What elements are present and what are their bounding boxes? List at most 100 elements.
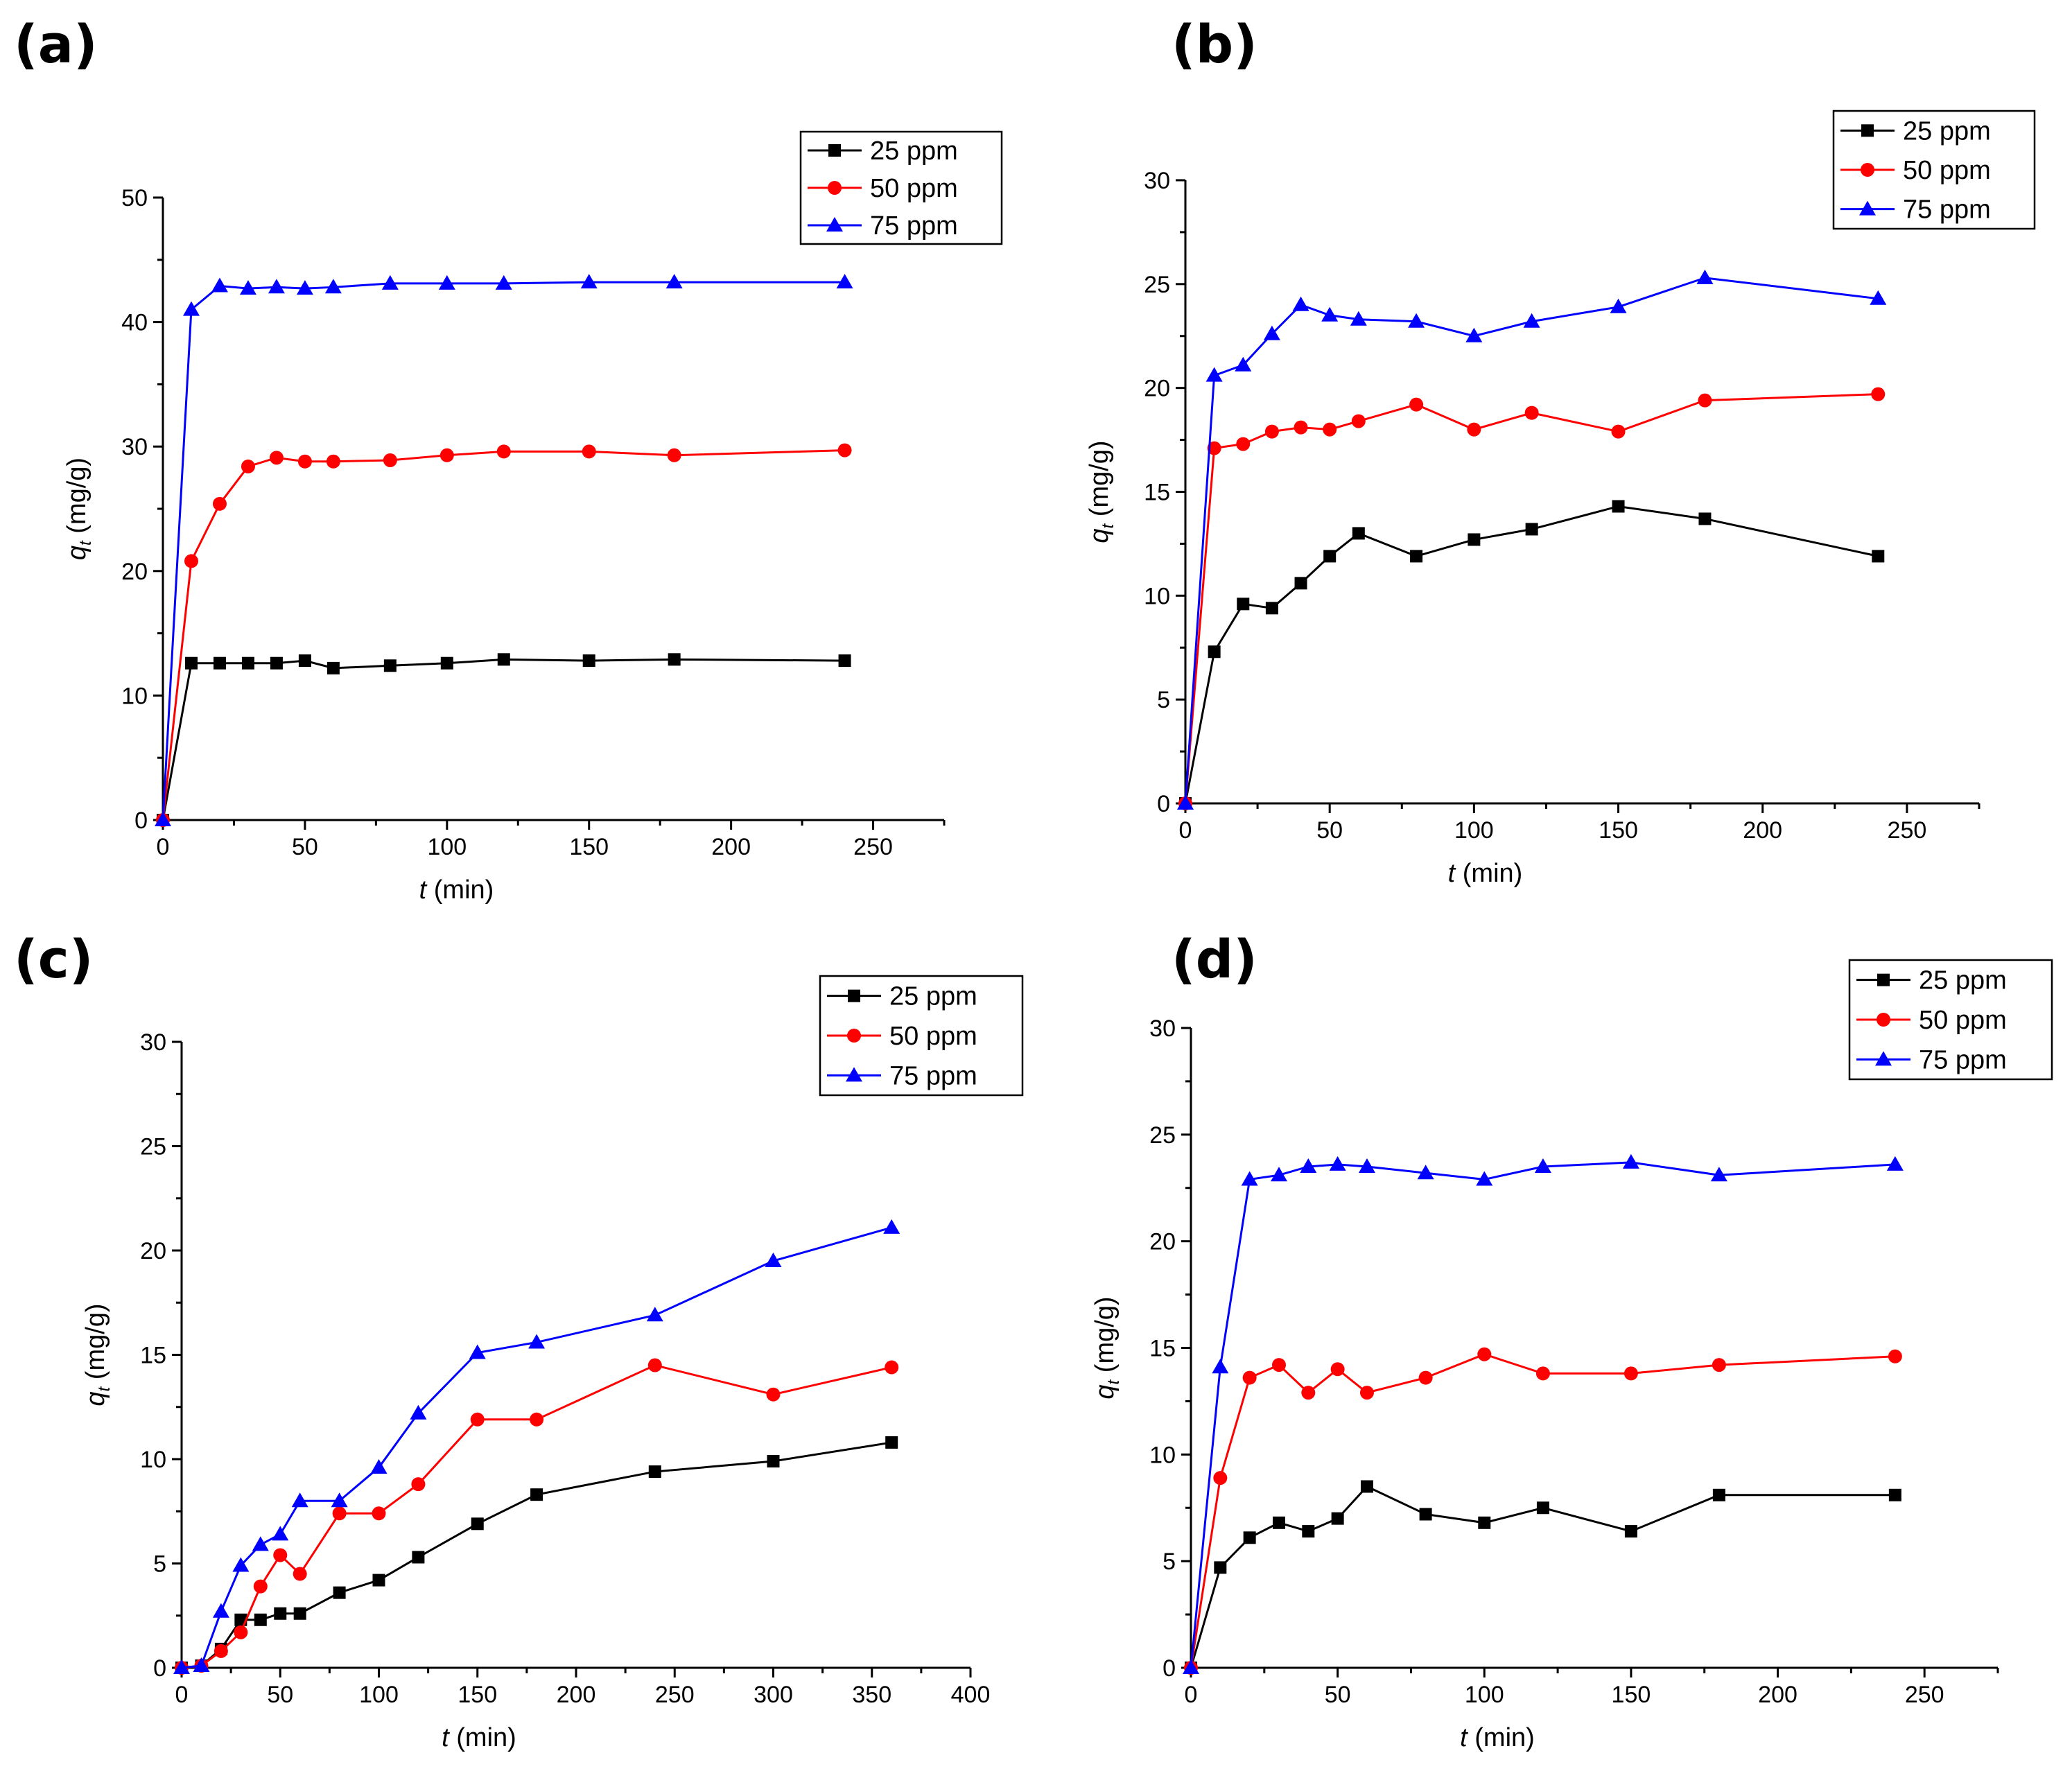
- y-tick-label: 5: [1157, 687, 1170, 713]
- data-point: [1477, 1347, 1492, 1361]
- data-point: [184, 554, 198, 568]
- series-2: [155, 274, 853, 826]
- y-tick-label: 20: [121, 559, 148, 585]
- legend-label: 50 ppm: [870, 174, 958, 203]
- legend: 25 ppm 50 ppm 75 ppm: [1848, 959, 2053, 1081]
- series-0: [1185, 1480, 1901, 1674]
- data-point: [1183, 1659, 1199, 1674]
- legend-label: 75 ppm: [889, 1061, 977, 1090]
- data-point: [1359, 1386, 1374, 1400]
- legend-label: 25 ppm: [1903, 116, 1991, 146]
- series-0: [157, 653, 851, 826]
- x-axis-title: t (min): [1460, 1723, 1535, 1752]
- data-point: [469, 1344, 486, 1359]
- y-axis-variable: q: [62, 546, 92, 560]
- data-point: [1330, 1362, 1345, 1377]
- data-point: [1476, 1171, 1493, 1186]
- x-tick-label: 150: [458, 1682, 497, 1708]
- data-point: [438, 274, 455, 290]
- data-point: [254, 1613, 267, 1626]
- data-point: [1301, 1386, 1316, 1400]
- data-point: [1302, 1525, 1315, 1538]
- data-point: [1612, 500, 1625, 513]
- data-point: [885, 1436, 898, 1449]
- x-tick-label: 50: [1325, 1682, 1351, 1708]
- data-point: [239, 280, 256, 295]
- legend-marker: [846, 1067, 862, 1082]
- legend-marker: [1877, 1013, 1890, 1027]
- data-point: [1265, 602, 1278, 615]
- panel-label: (a): [14, 13, 98, 75]
- x-tick-label: 150: [1599, 817, 1638, 844]
- legend-label: 25 ppm: [1919, 966, 2007, 995]
- series-1: [1184, 1347, 1902, 1675]
- data-point: [411, 1477, 426, 1492]
- data-point: [234, 1625, 248, 1639]
- data-point: [296, 280, 313, 295]
- data-point: [1331, 1512, 1344, 1525]
- x-tick-label: 250: [853, 834, 893, 860]
- x-axis-unit: (min): [426, 875, 494, 905]
- data-point: [253, 1579, 268, 1594]
- data-point: [298, 654, 311, 668]
- panel-c: (c) 0 50 100 150 200 250 300 350 400 0 5 10 15 20 25 30…: [14, 928, 1024, 1752]
- data-point: [331, 1492, 348, 1508]
- data-point: [1696, 269, 1714, 284]
- data-point: [766, 1387, 781, 1402]
- data-point: [1468, 533, 1481, 546]
- data-point: [1263, 325, 1280, 340]
- data-point: [270, 656, 283, 670]
- data-point: [212, 496, 227, 511]
- data-point: [326, 454, 340, 469]
- data-point: [1271, 1358, 1286, 1372]
- legend-marker: [828, 144, 841, 157]
- data-point: [1272, 1516, 1285, 1529]
- data-point: [241, 459, 255, 473]
- data-point: [333, 1586, 346, 1599]
- x-tick-label: 400: [951, 1682, 991, 1708]
- data-point: [838, 654, 851, 668]
- x-tick-label: 150: [1612, 1682, 1651, 1708]
- data-point: [1294, 577, 1307, 590]
- data-point: [1410, 550, 1423, 563]
- y-tick-label: 10: [121, 683, 148, 709]
- data-point: [1358, 1158, 1375, 1173]
- y-tick-label: 10: [1149, 1442, 1176, 1468]
- data-point: [155, 812, 171, 826]
- y-axis-subscript: t: [1099, 523, 1117, 528]
- data-point: [1888, 1488, 1901, 1501]
- x-axis-title: t (min): [442, 1723, 516, 1752]
- data-point: [1323, 422, 1337, 437]
- data-point: [1294, 420, 1308, 435]
- data-point: [1419, 1508, 1432, 1521]
- x-axis-title: t (min): [419, 875, 494, 905]
- x-tick-label: 300: [754, 1682, 793, 1708]
- data-point: [1886, 1156, 1904, 1171]
- data-point: [667, 448, 681, 462]
- data-point: [582, 444, 596, 459]
- x-axis-unit: (min): [1468, 1723, 1535, 1752]
- data-point: [1208, 645, 1221, 659]
- data-point: [1870, 290, 1887, 305]
- x-axis-variable: t: [1448, 859, 1456, 888]
- x-tick-label: 50: [267, 1682, 293, 1708]
- data-point: [173, 1659, 190, 1674]
- data-point: [1241, 1171, 1258, 1186]
- legend-label: 75 ppm: [1919, 1045, 2007, 1074]
- y-tick-label: 0: [134, 808, 148, 834]
- data-point: [665, 274, 683, 289]
- data-point: [1300, 1158, 1317, 1173]
- data-point: [1213, 1471, 1228, 1485]
- legend-marker: [826, 217, 843, 232]
- y-tick-label: 20: [140, 1238, 166, 1264]
- data-point: [470, 1412, 485, 1427]
- series-1: [1178, 387, 1886, 810]
- y-tick-label: 25: [140, 1134, 166, 1160]
- data-point: [1237, 598, 1250, 611]
- data-point: [471, 1517, 484, 1531]
- x-tick-label: 0: [157, 834, 170, 860]
